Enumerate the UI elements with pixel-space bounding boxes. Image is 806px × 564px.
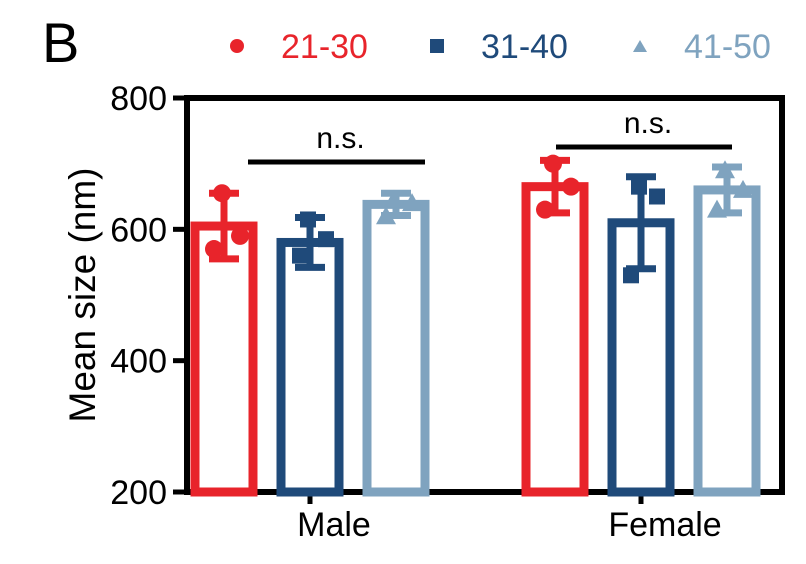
plot-frame <box>184 95 785 495</box>
data-point <box>292 247 308 264</box>
y-tick-label: 400 <box>110 343 167 381</box>
data-point <box>715 160 735 179</box>
bar <box>362 199 430 497</box>
y-tick-label: 600 <box>110 211 167 249</box>
data-point <box>231 226 249 245</box>
significance-label: n.s. <box>316 122 364 155</box>
data-point <box>562 177 580 196</box>
bar <box>276 237 344 497</box>
y-tick-label: 200 <box>110 474 167 512</box>
data-point <box>205 240 223 259</box>
panel-label: B <box>42 11 79 74</box>
legend-marker <box>430 39 444 53</box>
legend-marker <box>633 40 647 52</box>
legend: 21-30 31-40 41-50 <box>230 28 771 66</box>
data-point <box>649 188 665 205</box>
data-point <box>733 179 753 198</box>
y-axis-label: Mean size (nm) <box>62 168 103 423</box>
legend-label: 21-30 <box>281 28 368 66</box>
bar <box>521 182 589 497</box>
data-point <box>213 184 231 203</box>
plot-area: 200 400 600 800 Male Female n.s. n.s. <box>110 80 785 544</box>
y-tick-label: 800 <box>110 80 167 118</box>
data-point <box>536 200 554 219</box>
x-tick-label: Female <box>608 506 721 544</box>
significance-label: n.s. <box>624 107 672 140</box>
x-tick-label: Male <box>297 506 371 544</box>
legend-item: 31-40 <box>430 28 568 66</box>
data-point <box>544 154 562 173</box>
legend-item: 41-50 <box>633 28 771 66</box>
data-point <box>376 206 396 225</box>
data-point <box>402 193 422 212</box>
bar <box>693 185 761 497</box>
legend-label: 41-50 <box>684 28 771 66</box>
legend-item: 21-30 <box>230 28 368 66</box>
data-point <box>300 211 316 228</box>
data-point <box>631 178 647 195</box>
data-point <box>707 199 727 218</box>
data-point <box>384 189 404 208</box>
data-point <box>623 267 639 284</box>
bar <box>190 221 258 497</box>
legend-marker <box>230 39 244 53</box>
data-point <box>318 231 334 248</box>
legend-label: 31-40 <box>481 28 568 66</box>
